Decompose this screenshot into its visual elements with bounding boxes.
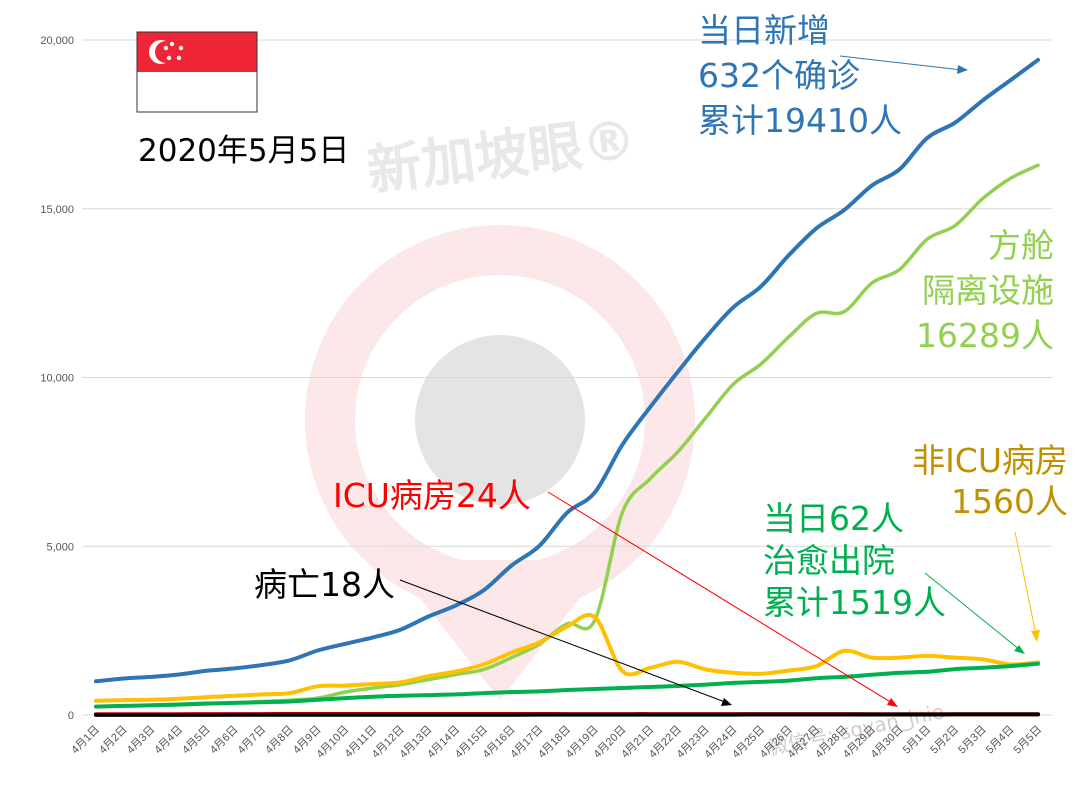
y-tick-label: 5,000 <box>46 541 74 553</box>
annotation-isolation-line-2: 隔离设施 <box>922 271 1054 310</box>
annotation-non-icu-line-1: 非ICU病房 <box>912 441 1068 480</box>
series-deaths-line <box>93 712 1041 717</box>
annotation-confirmed-line-2: 632个确诊 <box>698 56 860 95</box>
annotation-arrows <box>399 55 1040 707</box>
watermark-logo-text: 新加坡眼® <box>364 107 640 202</box>
watermark <box>305 225 695 700</box>
annotation-non-icu-line-2: 1560人 <box>951 482 1068 521</box>
series-discharged-line <box>93 661 1041 709</box>
annotation-deaths: 病亡18人 <box>254 565 395 604</box>
annotation-isolation-facility: 方舱 隔离设施 16289人 <box>916 226 1054 355</box>
y-tick-label: 20,000 <box>40 35 74 47</box>
singapore-flag <box>136 31 258 113</box>
annotation-discharged-line-2: 治愈出院 <box>763 541 895 580</box>
x-tick-label: 4月5日 <box>180 724 213 757</box>
y-axis-ticks: 0 5,000 10,000 15,000 20,000 <box>40 35 74 722</box>
annotation-confirmed: 当日新增 632个确诊 累计19410人 <box>698 11 902 140</box>
x-tick-label: 5月5日 <box>1012 724 1045 757</box>
annotation-confirmed-line-1: 当日新增 <box>698 11 830 50</box>
series-non-icu-ward-line <box>93 612 1041 703</box>
x-tick-label: 4月6日 <box>208 724 241 757</box>
x-tick-label: 4月4日 <box>152 724 185 757</box>
x-tick-label: 5月4日 <box>984 724 1017 757</box>
annotation-discharged: 当日62人 治愈出院 累计1519人 <box>763 499 946 622</box>
annotation-non-icu-ward: 非ICU病房 1560人 <box>912 441 1068 521</box>
annotation-confirmed-line-3: 累计19410人 <box>698 101 902 140</box>
x-tick-label: 4月3日 <box>125 724 158 757</box>
annotation-discharged-line-3: 累计1519人 <box>763 583 946 622</box>
x-axis-ticks: 4月1日4月2日4月3日4月4日4月5日4月6日4月7日4月8日4月9日4月10… <box>69 724 1044 761</box>
x-tick-label: 4月2日 <box>97 724 130 757</box>
x-tick-label: 5月2日 <box>928 724 961 757</box>
x-tick-label: 4月1日 <box>69 724 102 757</box>
x-tick-label: 5月3日 <box>956 724 989 757</box>
y-tick-label: 10,000 <box>40 373 74 385</box>
annotation-discharged-line-1: 当日62人 <box>763 499 904 538</box>
date-label: 2020年5月5日 <box>138 133 349 169</box>
annotation-isolation-line-3: 16289人 <box>916 316 1054 355</box>
x-tick-label: 4月8日 <box>263 724 296 757</box>
y-tick-label: 0 <box>68 710 74 722</box>
y-tick-label: 15,000 <box>40 204 74 216</box>
x-tick-label: 4月7日 <box>236 724 269 757</box>
series-confirmed-line <box>93 57 1041 684</box>
annotation-icu-ward: ICU病房24人 <box>333 476 531 515</box>
annotation-isolation-line-1: 方舱 <box>988 226 1054 265</box>
flag-white-band <box>137 72 257 112</box>
five-stars-icon <box>163 41 184 61</box>
series-lines <box>93 57 1041 717</box>
